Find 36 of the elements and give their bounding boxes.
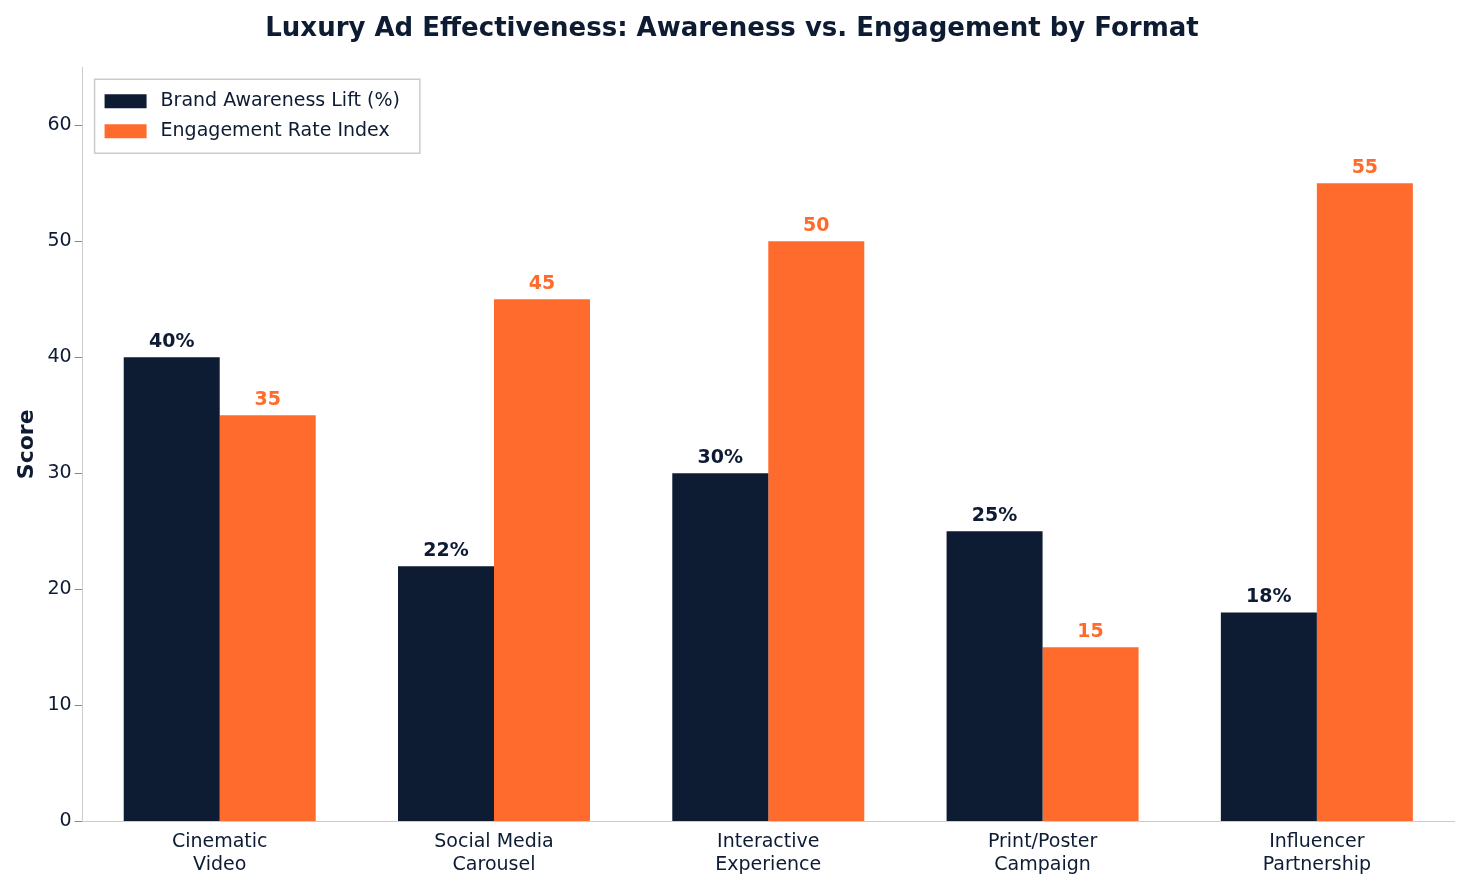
x-tick-label: Print/Poster Campaign — [987, 828, 1098, 874]
bar — [1042, 647, 1139, 821]
data-label: 15 — [1077, 618, 1104, 641]
data-label: 45 — [528, 270, 556, 293]
chart-title: Luxury Ad Effectiveness: Awareness vs. Engagement by Format — [265, 12, 1199, 43]
y-tick-label: 60 — [47, 112, 72, 135]
bar — [946, 531, 1043, 821]
y-tick-label: 20 — [47, 576, 72, 599]
y-axis-title: Score — [12, 409, 38, 480]
data-label: 30% — [697, 444, 744, 467]
bar — [219, 415, 316, 821]
legend-label: Brand Awareness Lift (%) — [160, 88, 400, 111]
data-label: 25% — [971, 502, 1018, 525]
data-label: 35 — [254, 386, 281, 409]
y-tick-label: 0 — [59, 808, 72, 831]
y-tick-label: 40 — [47, 344, 72, 367]
bar — [672, 473, 769, 821]
data-label: 55 — [1351, 154, 1379, 177]
y-tick-label: 30 — [47, 460, 72, 483]
data-label: 40% — [148, 328, 195, 351]
x-tick-label: Social Media Carousel — [434, 828, 554, 874]
data-label: 50 — [803, 212, 830, 235]
x-tick-label: Influencer Partnership — [1262, 828, 1372, 874]
x-tick-label: Cinematic Video — [171, 828, 268, 874]
data-label: 18% — [1246, 583, 1292, 606]
bar — [1316, 183, 1413, 821]
x-tick-label: Interactive Experience — [715, 828, 822, 874]
bar — [398, 566, 494, 821]
bar — [494, 299, 590, 821]
data-label: 22% — [423, 537, 469, 560]
bar — [1220, 612, 1317, 821]
bar — [123, 357, 220, 821]
legend-label: Engagement Rate Index — [160, 118, 390, 141]
y-tick-label: 10 — [47, 692, 72, 715]
y-tick-label: 50 — [47, 228, 72, 251]
bar — [768, 241, 865, 821]
